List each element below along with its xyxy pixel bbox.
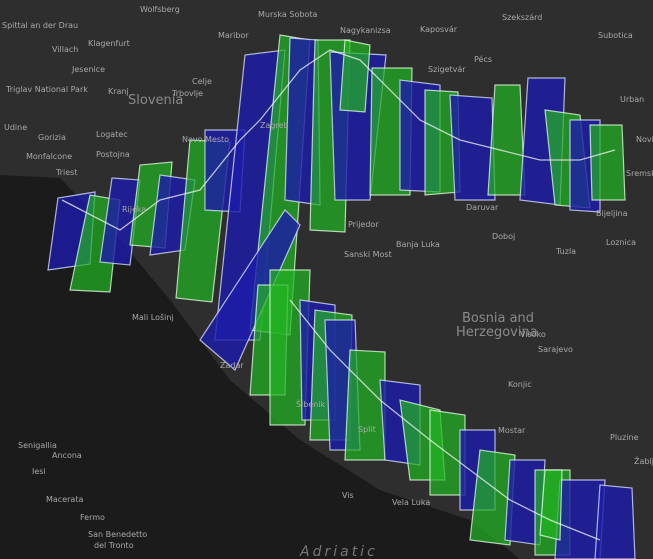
- place-label: Trbovlje: [171, 89, 203, 98]
- place-label: Wolfsberg: [140, 5, 180, 14]
- place-label: Kaposvár: [420, 25, 458, 34]
- place-label: Pluzine: [610, 433, 639, 442]
- place-label: Nagykanizsa: [340, 26, 391, 35]
- sea-label: Adriatic: [299, 544, 378, 559]
- area: [449, 94, 496, 201]
- route-line: [289, 299, 601, 541]
- region-label: Bosnia and: [462, 311, 534, 326]
- place-label: Rijeka: [122, 205, 146, 214]
- place-label: Szekszárd: [502, 13, 542, 22]
- area: [199, 209, 301, 371]
- place-label: Sanski Most: [344, 250, 392, 259]
- place-label: Fermo: [80, 513, 105, 522]
- place-label: Szigetvár: [428, 65, 466, 74]
- place-label: Monfalcone: [26, 152, 72, 161]
- sea: [0, 175, 520, 559]
- place-label: San Benedetto: [88, 530, 147, 539]
- place-label: Murska Sobota: [258, 10, 317, 19]
- area: [469, 449, 516, 546]
- place-label: Spittal an der Drau: [2, 21, 78, 30]
- place-label: Visoko: [520, 330, 546, 339]
- route-line: [61, 49, 616, 231]
- place-label: Konjic: [508, 380, 532, 389]
- place-label: Tuzla: [555, 247, 576, 256]
- place-label: Žabljak: [634, 455, 653, 466]
- place-label: Bijeljina: [596, 209, 628, 218]
- place-label: Sarajevo: [538, 345, 573, 354]
- place-label: Vela Luka: [392, 498, 430, 507]
- place-label: Banja Luka: [396, 240, 440, 249]
- place-label: Macerata: [46, 495, 83, 504]
- place-label: Mali Lošinj: [132, 312, 174, 322]
- area: [487, 84, 526, 196]
- place-label: Senigallia: [18, 441, 57, 450]
- place-label: Doboj: [492, 232, 515, 241]
- place-label: Zadar: [220, 361, 244, 370]
- place-label: Klagenfurt: [88, 39, 130, 48]
- place-label: Pécs: [474, 54, 492, 64]
- place-label: Zagreb: [260, 121, 289, 130]
- place-label: Villach: [52, 45, 78, 54]
- place-label: Ancona: [52, 451, 82, 460]
- place-label: Udine: [4, 123, 27, 132]
- area: [589, 124, 626, 201]
- region-label: Slovenia: [128, 93, 183, 108]
- place-label: Vis: [342, 491, 354, 500]
- place-label: Urban: [620, 95, 644, 104]
- place-label: Jesenice: [71, 65, 105, 74]
- place-label: Triest: [55, 168, 77, 177]
- place-label: Kranj: [108, 87, 129, 96]
- place-label: Postojna: [96, 150, 130, 159]
- area: [339, 39, 371, 113]
- place-label: Novo Mesto: [182, 135, 229, 144]
- place-label: Celje: [192, 77, 212, 86]
- place-label: Prijedor: [348, 220, 379, 229]
- place-label: Novi: [636, 135, 653, 144]
- place-label: Iesi: [32, 467, 46, 476]
- route-areas: [47, 34, 636, 559]
- area: [344, 349, 386, 461]
- region-label: Herzegovina: [456, 325, 538, 340]
- labels: Wolfsberg Murska Sobota Nagykanizsa Kapo…: [2, 5, 653, 559]
- place-label: Triglav National Park: [5, 85, 88, 94]
- place-label: Mostar: [498, 426, 526, 435]
- place-label: Logatec: [96, 130, 128, 139]
- place-label: del Tronto: [94, 541, 134, 550]
- place-label: Gorizia: [38, 133, 66, 142]
- place-label: Maribor: [218, 31, 249, 40]
- place-label: Split: [358, 425, 376, 434]
- place-label: Sremska Mitrovica: [626, 169, 653, 178]
- area: [594, 484, 636, 559]
- place-label: Loznica: [606, 238, 636, 247]
- place-label: Subotica: [598, 31, 633, 40]
- place-label: Šibenik: [296, 398, 326, 409]
- place-label: Daruvar: [466, 203, 499, 212]
